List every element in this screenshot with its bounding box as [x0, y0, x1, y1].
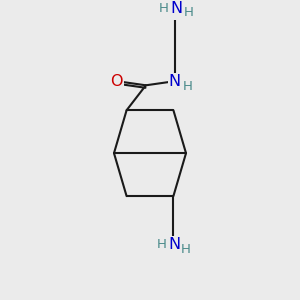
- Text: H: H: [157, 238, 167, 251]
- Text: O: O: [110, 74, 123, 89]
- Text: H: H: [181, 243, 191, 256]
- Text: H: H: [158, 2, 168, 15]
- Text: N: N: [169, 74, 181, 89]
- Text: N: N: [170, 1, 182, 16]
- Text: N: N: [169, 237, 181, 252]
- Text: H: H: [182, 80, 192, 93]
- Text: H: H: [183, 6, 193, 19]
